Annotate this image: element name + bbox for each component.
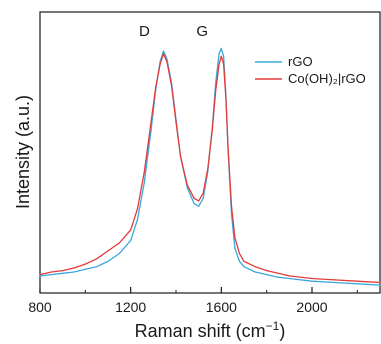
data-point <box>220 55 222 57</box>
data-point <box>198 200 200 202</box>
data-point <box>136 208 139 210</box>
data-point <box>234 237 236 239</box>
data-point <box>288 275 290 277</box>
data-point <box>155 87 157 89</box>
data-point <box>39 275 41 277</box>
data-point <box>166 58 168 60</box>
x-axis-title-sup: −1 <box>266 319 280 333</box>
legend-label-co-oh2-rgo: Co(OH)₂|rGO <box>288 71 366 86</box>
data-point <box>136 218 139 220</box>
data-point <box>334 279 336 281</box>
data-point <box>162 50 165 52</box>
data-point <box>288 277 290 280</box>
data-point <box>118 253 120 255</box>
data-point <box>118 242 120 244</box>
data-point <box>198 205 200 207</box>
data-point <box>130 229 132 231</box>
data-point <box>225 97 227 99</box>
data-point <box>84 263 86 265</box>
data-point <box>159 63 161 65</box>
peak-label-g: G <box>196 23 208 40</box>
data-point <box>62 272 64 274</box>
data-point <box>234 247 236 249</box>
data-point <box>218 63 220 65</box>
data-point <box>311 280 313 282</box>
data-point <box>96 258 98 260</box>
data-point <box>238 260 241 262</box>
x-tick-label: 1600 <box>206 299 237 315</box>
data-point <box>243 260 245 262</box>
data-point <box>334 281 336 284</box>
data-point <box>277 276 279 278</box>
plot-frame <box>39 11 381 294</box>
data-point <box>277 272 279 274</box>
x-axis-title-close: ) <box>279 321 285 341</box>
data-point <box>96 266 98 268</box>
data-point <box>84 268 86 270</box>
data-point <box>218 53 220 55</box>
data-point <box>266 270 268 272</box>
data-point <box>73 267 75 269</box>
data-point <box>150 121 152 123</box>
data-point <box>193 197 195 199</box>
x-ticks: 800 1200 1600 2000 <box>28 287 358 315</box>
data-point <box>220 47 222 50</box>
data-point <box>238 253 241 255</box>
data-point <box>215 89 217 92</box>
data-point <box>356 280 358 282</box>
data-point <box>223 55 225 57</box>
y-axis-title: Intensity (a.u.) <box>13 95 33 209</box>
data-point <box>215 82 217 84</box>
data-point <box>379 284 381 286</box>
x-tick-label: 800 <box>28 299 52 315</box>
data-point <box>50 274 52 276</box>
data-point <box>379 281 381 284</box>
data-point <box>230 205 233 207</box>
data-point <box>207 168 209 170</box>
data-point <box>223 63 225 65</box>
data-point <box>62 270 64 272</box>
series-line-1 <box>39 53 381 284</box>
data-point <box>211 129 213 131</box>
data-point <box>170 84 173 86</box>
data-point <box>130 239 132 241</box>
data-point <box>356 283 358 285</box>
x-axis-title: Raman shift (cm−1) <box>135 319 286 341</box>
x-axis-title-main: Raman shift (cm <box>135 321 266 341</box>
data-point <box>179 155 182 157</box>
data-point <box>202 192 204 194</box>
data-point <box>107 250 109 252</box>
x-tick-label: 2000 <box>296 299 327 315</box>
data-point <box>202 197 204 199</box>
data-point <box>39 274 41 276</box>
data-point <box>73 271 75 273</box>
data-point <box>227 147 229 149</box>
data-point <box>193 203 195 205</box>
data-point <box>266 274 268 276</box>
data-point <box>175 121 177 123</box>
data-point <box>254 266 256 268</box>
legend: rGO Co(OH)₂|rGO <box>255 54 366 86</box>
data-point <box>186 184 188 186</box>
data-point <box>186 187 188 189</box>
x-tick-label: 1200 <box>115 299 146 315</box>
data-point <box>166 61 168 63</box>
data-point <box>150 129 152 131</box>
data-point <box>162 53 165 55</box>
legend-label-rgo: rGO <box>288 54 313 69</box>
data-point <box>143 181 145 184</box>
series-layer <box>39 47 381 286</box>
peak-label-d: D <box>139 23 150 40</box>
data-point <box>50 271 52 273</box>
data-point <box>143 171 145 173</box>
data-point <box>254 271 256 273</box>
data-point <box>243 266 245 268</box>
data-point <box>311 277 313 280</box>
data-point <box>107 260 109 262</box>
